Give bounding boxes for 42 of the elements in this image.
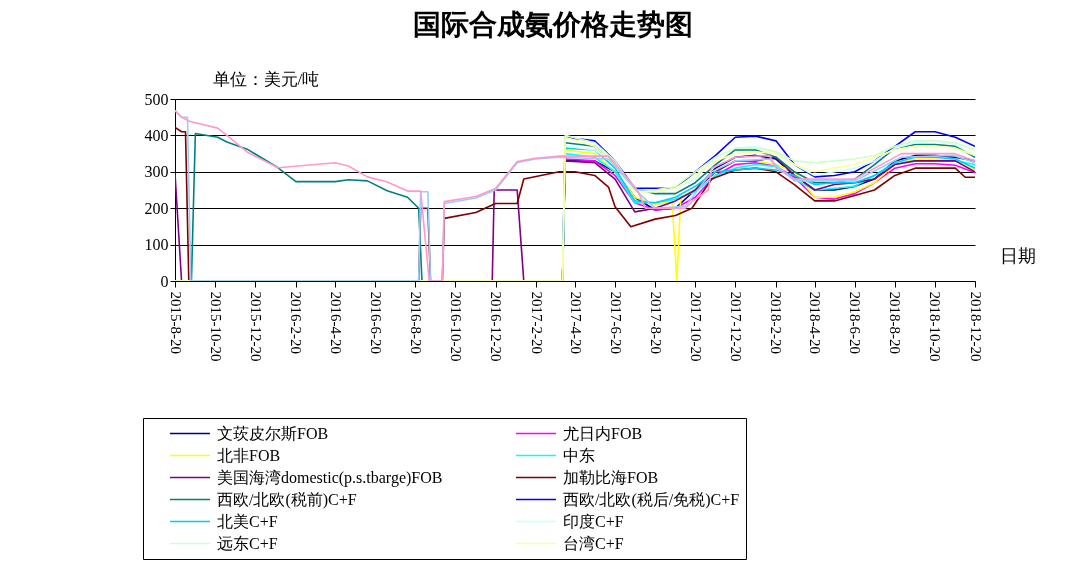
x-tick-label: 2016-4-20 [327,291,344,354]
x-tick-label: 2018-12-20 [967,291,984,362]
x-axis-title: 日期 [999,245,1036,266]
y-tick-label: 300 [144,163,169,181]
x-tick-label: 2015-8-20 [167,291,184,354]
y-tick-label: 400 [144,126,169,144]
legend-label: 北非FOB [217,446,281,464]
x-tick-label: 2018-2-20 [768,291,785,354]
legend-label: 尤日内FOB [563,424,643,442]
legend-label: 加勒比海FOB [563,468,659,486]
x-tick-label: 2015-12-20 [247,291,264,362]
x-tick-label: 2017-2-20 [528,291,545,354]
x-tick-label: 2017-8-20 [647,291,664,354]
x-tick-label: 2017-12-20 [727,291,744,362]
legend-label: 远东C+F [217,534,278,552]
y-axis-title: 单位：美元/吨 [212,69,320,89]
x-tick-label: 2015-10-20 [207,291,224,362]
x-tick-label: 2016-12-20 [488,291,505,362]
y-tick-label: 500 [144,90,169,108]
legend-label: 北美C+F [217,512,278,530]
x-tick-label: 2016-6-20 [367,291,384,354]
x-tick-label: 2018-4-20 [807,291,824,354]
legend-label: 印度C+F [563,512,624,530]
legend-label: 文莰皮尔斯FOB [217,424,329,442]
x-tick-label: 2016-8-20 [407,291,424,354]
legend-label: 西欧/北欧(税前)C+F [217,490,357,509]
legend-label: 中东 [563,446,595,464]
chart-title: 国际合成氨价格走势图 [413,9,693,40]
legend-label: 美国海湾domestic(p.s.tbarge)FOB [217,468,443,487]
x-tick-label: 2017-4-20 [567,291,584,354]
x-tick-label: 2018-6-20 [847,291,864,354]
legend-label: 台湾C+F [563,534,624,552]
y-tick-label: 0 [160,272,169,290]
x-tick-label: 2018-10-20 [927,291,944,362]
y-tick-label: 200 [144,199,169,217]
x-tick-label: 2017-10-20 [687,291,704,362]
x-tick-label: 2016-10-20 [447,291,464,362]
x-tick-label: 2016-2-20 [288,291,305,354]
y-tick-label: 100 [144,236,169,254]
x-tick-label: 2017-6-20 [607,291,624,354]
x-tick-label: 2018-8-20 [887,291,904,354]
legend-label: 西欧/北欧(税后/免税)C+F [563,490,740,509]
